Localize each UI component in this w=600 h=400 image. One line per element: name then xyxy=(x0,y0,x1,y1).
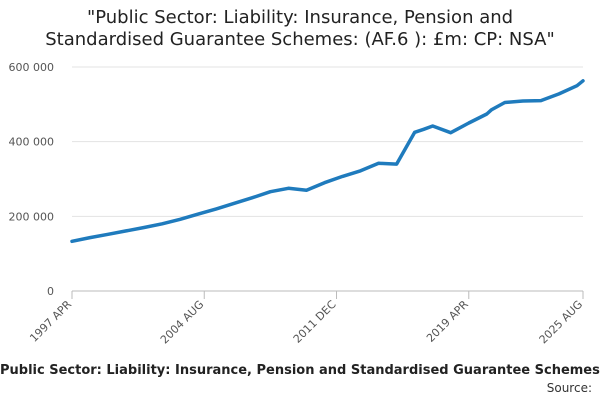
series-line xyxy=(72,81,583,242)
legend[interactable]: Public Sector: Liability: Insurance, Pen… xyxy=(0,363,600,378)
x-tick-label: 2019 APR xyxy=(424,298,471,345)
x-tick-label: 2011 DEC xyxy=(291,298,339,346)
x-tick-label: 2025 AUG xyxy=(537,298,586,347)
source-label: Source: xyxy=(547,381,592,395)
y-tick-label: 200 000 xyxy=(9,210,55,223)
y-axis-ticks: 0 200 000 400 000 600 000 xyxy=(9,61,55,298)
x-tick-label: 1997 APR xyxy=(27,298,74,345)
y-tick-label: 0 xyxy=(47,285,54,298)
line-chart: 0 200 000 400 000 600 000 1997 APR 2004 AUG 2… xyxy=(0,0,600,400)
y-tick-label: 600 000 xyxy=(9,61,55,74)
gridlines xyxy=(72,67,583,216)
x-axis: 1997 APR 2004 AUG 2011 DEC 2019 APR 2025 AUG xyxy=(27,291,585,346)
y-tick-label: 400 000 xyxy=(9,136,55,149)
legend-label: Public Sector: Liability: Insurance, Pen… xyxy=(0,363,600,378)
x-tick-label: 2004 AUG xyxy=(158,298,207,347)
